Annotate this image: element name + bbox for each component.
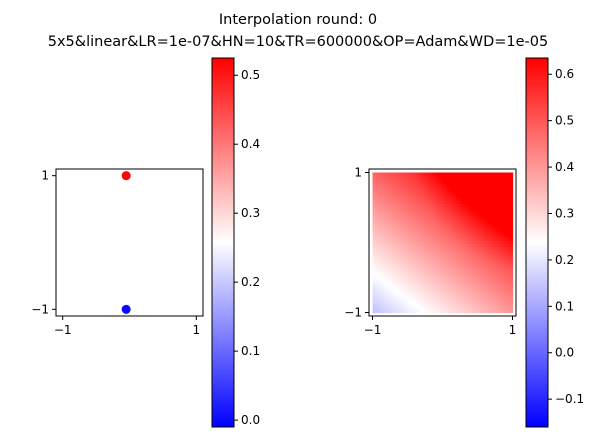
scatter-colorbar-tick-label: 0.5 xyxy=(241,68,260,82)
scatter-colorbar-tick-label: 0.1 xyxy=(241,344,260,358)
heatmap-y-tick-label: 1 xyxy=(354,166,362,180)
scatter-colorbar-bar xyxy=(212,58,234,427)
heatmap-colorbar-tick-label: 0.2 xyxy=(555,253,574,267)
heatmap-x-tick-label: 1 xyxy=(509,323,517,337)
scatter-colorbar-tick-label: 0.0 xyxy=(241,413,260,427)
heatmap-y-tick-label: −1 xyxy=(344,306,362,320)
heatmap-colorbar-tick-label: −0.1 xyxy=(555,392,584,406)
scatter-x-tick-label: 1 xyxy=(192,323,200,337)
scatter-colorbar-ticks: 0.0 0.1 0.2 0.3 0.4 0.5 xyxy=(234,68,260,427)
scatter-colorbar: 0.0 0.1 0.2 0.3 0.4 0.5 xyxy=(212,58,260,427)
heatmap-colorbar-tick-label: 0.6 xyxy=(555,67,574,81)
heatmap-colorbar-ticks: −0.1 0.0 0.1 0.2 0.3 0.4 0.5 0.6 xyxy=(548,67,584,406)
figure-title-line1: Interpolation round: 0 xyxy=(219,12,377,28)
scatter-panel: −1 −1 1 1 xyxy=(31,169,203,337)
scatter-point xyxy=(122,305,131,314)
scatter-colorbar-tick-label: 0.2 xyxy=(241,275,260,289)
scatter-y-tick-label: −1 xyxy=(31,302,49,316)
scatter-axes-frame xyxy=(56,169,203,316)
scatter-x-tick-label: −1 xyxy=(54,323,72,337)
scatter-colorbar-tick-label: 0.4 xyxy=(241,137,260,151)
scatter-y-tick-label: 1 xyxy=(41,169,49,183)
scatter-colorbar-tick-label: 0.3 xyxy=(241,206,260,220)
heatmap-colorbar-bar xyxy=(526,58,548,427)
heatmap-x-tick-label: −1 xyxy=(364,323,382,337)
scatter-point xyxy=(122,171,131,180)
heatmap-colorbar-tick-label: 0.1 xyxy=(555,299,574,313)
heatmap-colorbar-tick-label: 0.4 xyxy=(555,160,574,174)
heatmap-cells xyxy=(373,173,514,314)
heatmap-colorbar-tick-label: 0.0 xyxy=(555,346,574,360)
heatmap-colorbar: −0.1 0.0 0.1 0.2 0.3 0.4 0.5 0.6 xyxy=(526,58,584,427)
heatmap-cell xyxy=(510,310,513,313)
heatmap-colorbar-tick-label: 0.5 xyxy=(555,114,574,128)
heatmap-colorbar-tick-label: 0.3 xyxy=(555,206,574,220)
figure-title-line2: 5x5&linear&LR=1e-07&HN=10&TR=600000&OP=A… xyxy=(48,34,548,50)
heatmap-panel: −1−1 1 1 xyxy=(344,166,516,338)
